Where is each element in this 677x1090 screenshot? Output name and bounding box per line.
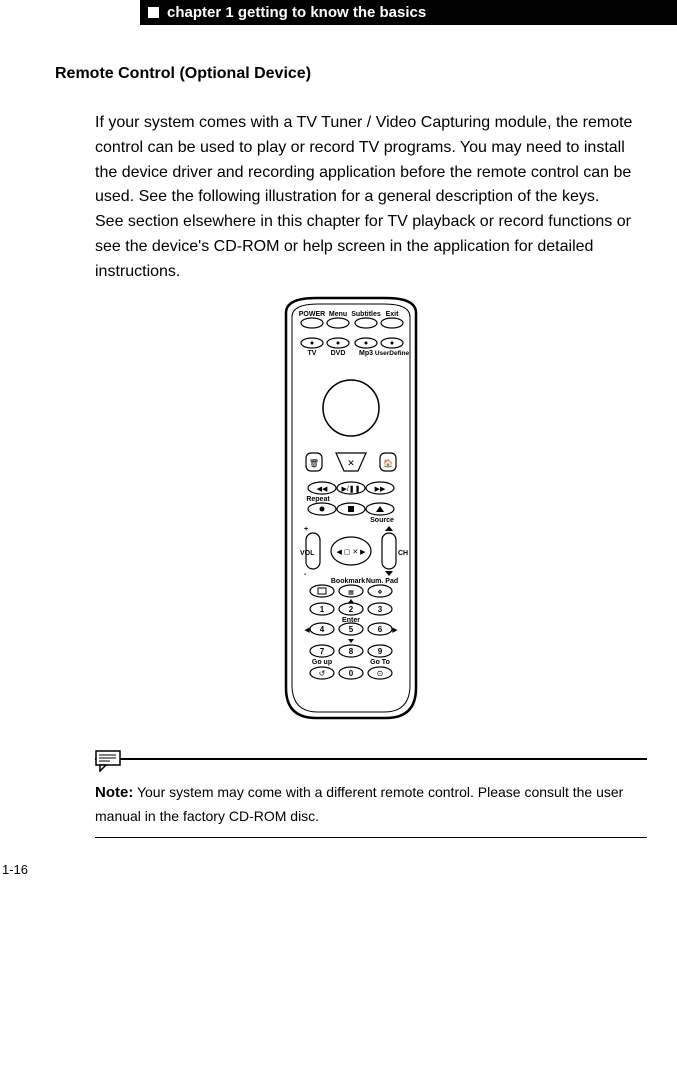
note-icon [95,750,123,777]
svg-text:Go To: Go To [370,659,390,666]
svg-text:VOL: VOL [300,550,315,557]
svg-text:6: 6 [378,625,383,634]
note-text: Note: Your system may come with a differ… [95,764,647,837]
label-menu: Menu [329,311,347,318]
svg-text:↺: ↺ [319,669,326,678]
svg-text:TV: TV [308,350,317,357]
svg-text:🗑: 🗑 [309,459,319,468]
svg-text:▶: ▶ [392,627,398,634]
label-power: POWER [299,311,325,318]
note-body: Your system may come with a different re… [95,784,623,825]
svg-text:Mp3: Mp3 [359,350,373,357]
chapter-header-bar: chapter 1 getting to know the basics [140,0,677,25]
note-divider-top [95,758,647,760]
section-title: Remote Control (Optional Device) [55,65,647,83]
svg-text:8: 8 [349,647,354,656]
svg-text:▶▶: ▶▶ [375,486,386,493]
svg-text:🏠: 🏠 [383,459,393,468]
svg-text:◀ ▢ ✕ ▶: ◀ ▢ ✕ ▶ [336,549,366,556]
svg-text:3: 3 [378,605,383,614]
chapter-title: chapter 1 getting to know the basics [167,4,426,21]
svg-text:5: 5 [349,625,354,634]
svg-text:◀: ◀ [304,627,310,634]
svg-text:❖: ❖ [377,590,382,596]
remote-illustration: POWER Menu Subtitles Exit TV DVD Mp3 Use… [55,293,647,728]
paragraph-2: See section elsewhere in this chapter fo… [95,210,647,284]
svg-text:Go up: Go up [312,659,332,666]
svg-text:▦: ▦ [348,590,354,596]
svg-text:⊙: ⊙ [377,669,384,678]
svg-text:Source: Source [370,517,394,524]
label-exit: Exit [386,311,400,318]
label-subtitles: Subtitles [351,311,381,318]
svg-text:CH: CH [398,550,408,557]
svg-text:✕: ✕ [347,458,355,468]
svg-text:▶/❚❚: ▶/❚❚ [341,485,360,493]
svg-text:4: 4 [320,625,325,634]
svg-text:2: 2 [349,605,354,614]
square-bullet-icon [148,7,159,18]
svg-text:9: 9 [378,647,383,656]
svg-text:+: + [304,526,308,533]
svg-text:DVD: DVD [331,350,346,357]
svg-text:Bookmark: Bookmark [331,578,365,585]
paragraph-1: If your system comes with a TV Tuner / V… [95,111,647,210]
page-number: 1-16 [2,862,677,877]
svg-text:1: 1 [320,605,325,614]
svg-text:UserDefine: UserDefine [375,350,410,357]
svg-text:7: 7 [320,647,325,656]
svg-text:0: 0 [349,669,354,678]
svg-text:Num. Pad: Num. Pad [366,578,398,585]
svg-text:Repeat: Repeat [306,496,330,503]
note-label: Note: [95,784,133,801]
note-divider-bottom [95,837,647,838]
svg-text:◀◀: ◀◀ [317,486,328,493]
